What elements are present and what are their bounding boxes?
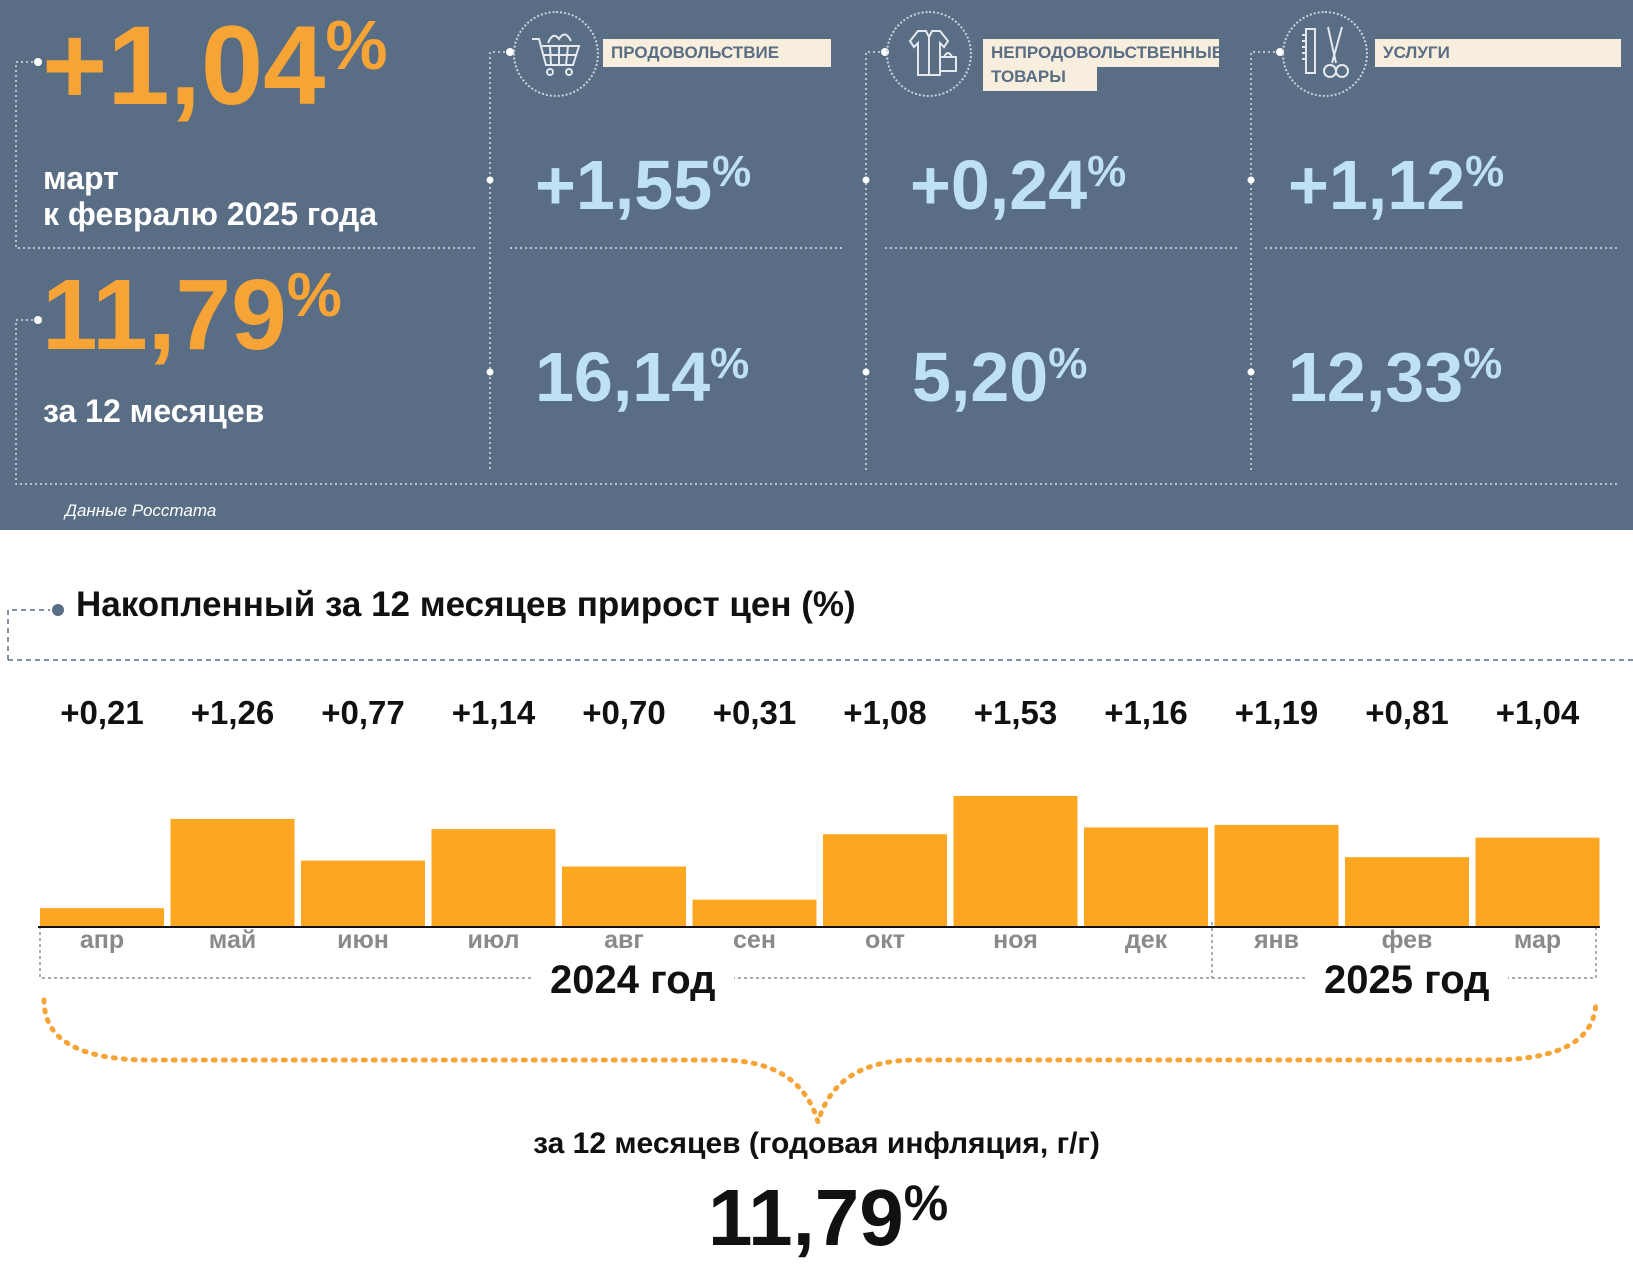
value-label-июн: +0,77 xyxy=(321,694,405,731)
value-label-авг: +0,70 xyxy=(582,694,666,731)
year-label-2025: 2025 год xyxy=(1306,958,1508,1003)
chart-title: Накопленный за 12 месяцев прирост цен (%… xyxy=(76,585,856,624)
bar-июн xyxy=(301,860,425,926)
annual-inflation-caption: за 12 месяцев (годовая инфляция, г/г) xyxy=(533,1127,1100,1160)
month-label-дек: дек xyxy=(1124,926,1168,954)
month-label-май: май xyxy=(208,926,257,954)
comb-scissors-icon xyxy=(1282,11,1368,97)
food-monthly-value: +1,55% xyxy=(535,146,752,224)
month-label-сен: сен xyxy=(733,926,776,954)
bar-фев xyxy=(1345,857,1469,926)
annual-period-caption: за 12 месяцев xyxy=(43,393,265,429)
month-label-окт: окт xyxy=(864,926,906,954)
category-label-nonfood-line2: ТОВАРЫ xyxy=(983,67,1097,91)
value-label-ноя: +1,53 xyxy=(973,694,1058,731)
clothing-icon xyxy=(886,11,972,97)
nonfood-monthly-value: +0,24% xyxy=(910,146,1127,224)
bar-май xyxy=(170,818,295,926)
bar-ноя xyxy=(953,796,1078,926)
bar-мар xyxy=(1475,837,1600,926)
category-label-services: УСЛУГИ xyxy=(1375,39,1621,67)
value-label-янв: +1,19 xyxy=(1234,694,1319,731)
month-label-ноя: ноя xyxy=(993,926,1038,954)
bar-янв xyxy=(1214,824,1339,926)
food-annual-value: 16,14% xyxy=(535,338,750,416)
value-label-май: +1,26 xyxy=(190,694,275,731)
services-monthly-value: +1,12% xyxy=(1288,146,1505,224)
monthly-inflation-value: +1,04% xyxy=(42,3,388,128)
month-label-авг: авг xyxy=(604,926,644,954)
value-label-мар: +1,04 xyxy=(1495,694,1580,731)
year-label-2024: 2024 год xyxy=(532,958,734,1003)
value-label-фев: +0,81 xyxy=(1365,694,1449,731)
value-label-сен: +0,31 xyxy=(712,694,797,731)
month-label-мар: мар xyxy=(1513,926,1562,954)
shopping-cart-icon xyxy=(513,11,599,97)
bar-сен xyxy=(692,899,817,926)
monthly-bars xyxy=(38,796,1600,928)
annual-inflation-total: 11,79% xyxy=(708,1173,949,1262)
month-label-июн: июн xyxy=(337,926,389,954)
nonfood-annual-value: 5,20% xyxy=(912,338,1088,416)
bar-авг xyxy=(562,866,686,926)
services-annual-value: 12,33% xyxy=(1288,338,1503,416)
value-label-июл: +1,14 xyxy=(451,694,536,731)
month-label-янв: янв xyxy=(1253,926,1300,954)
value-label-апр: +0,21 xyxy=(60,694,144,731)
bar-июл xyxy=(431,829,556,926)
value-label-окт: +1,08 xyxy=(843,694,927,731)
month-label-июл: июл xyxy=(467,926,520,954)
bar-окт xyxy=(823,834,947,926)
month-label-фев: фев xyxy=(1381,926,1433,954)
value-label-дек: +1,16 xyxy=(1104,694,1188,731)
panel-dotted-frame xyxy=(15,48,1618,485)
month-label-апр: апр xyxy=(79,926,125,954)
category-label-food: ПРОДОВОЛЬСТВИЕ xyxy=(603,39,831,67)
annual-inflation-value: 11,79% xyxy=(42,259,342,371)
bar-дек xyxy=(1084,827,1208,926)
monthly-period-caption: март к февралю 2025 года xyxy=(43,160,378,232)
bar-апр xyxy=(40,908,164,926)
inflation-summary-panel: +1,04% март к февралю 2025 года 11,79% з… xyxy=(0,0,1633,530)
category-label-nonfood: НЕПРОДОВОЛЬСТВЕННЫЕ xyxy=(983,39,1223,67)
data-source: Данные Росстата xyxy=(65,501,217,520)
